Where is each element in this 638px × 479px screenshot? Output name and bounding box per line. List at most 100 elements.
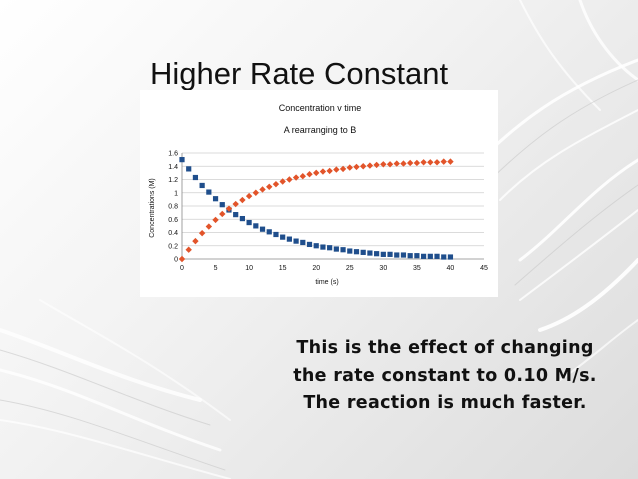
series-a-point [441, 254, 447, 260]
series-a-point [400, 252, 407, 258]
series-a-point [407, 253, 413, 259]
slide-title: Higher Rate Constant [150, 56, 449, 91]
chart-title: Concentration v time [279, 103, 362, 113]
x-tick-label: 30 [379, 265, 387, 272]
series-a-point [306, 241, 313, 248]
body-line: This is the effect of changing [296, 338, 594, 358]
series-b-point [346, 164, 353, 171]
series-b-point [373, 161, 380, 169]
series-a-point [374, 251, 380, 257]
series-a-point [421, 253, 427, 259]
series-b-point [279, 178, 286, 185]
series-a-point [206, 189, 212, 195]
series-a-point [233, 212, 239, 218]
series-b-point [406, 159, 414, 167]
series-b-point [225, 205, 233, 212]
series-b-point [380, 161, 387, 168]
series-b-point [232, 200, 239, 208]
series-a-point [333, 246, 339, 252]
y-tick-label: 1.2 [168, 177, 178, 184]
series-a-point [434, 253, 440, 259]
series-a-point [353, 249, 360, 255]
series-b-point [360, 163, 367, 170]
series-a-point [347, 248, 353, 254]
series-a-point [327, 245, 333, 251]
series-a-point [273, 231, 279, 238]
series-b-point [400, 160, 407, 167]
series-a-point [192, 174, 199, 181]
chart-container: Concentration v time A rearranging to B … [140, 90, 498, 297]
series-b-point [266, 183, 273, 190]
series-b-point [339, 165, 347, 173]
x-tick-label: 5 [214, 265, 218, 272]
series-b-point [366, 162, 374, 169]
series-b-point [313, 169, 320, 177]
x-tick-label: 10 [245, 265, 253, 272]
series-a-point [427, 253, 433, 259]
x-tick-label: 35 [413, 265, 421, 272]
series-a-point [360, 249, 366, 255]
series-b-point [306, 171, 313, 178]
series-b-point [252, 189, 260, 196]
series-a-point [387, 251, 393, 257]
body-line: The reaction is much faster. [303, 393, 587, 413]
series-b-point [272, 180, 280, 188]
series-b-point [326, 167, 333, 175]
series-a-point [367, 250, 373, 256]
series-a-point [394, 252, 400, 258]
x-tick-label: 40 [447, 265, 455, 272]
x-tick-label: 0 [180, 265, 184, 272]
series-b-point [333, 166, 340, 173]
series-a-point [380, 251, 386, 257]
slide-body: This is the effect of changing the rate … [275, 335, 615, 418]
series-b-point [212, 216, 219, 224]
series-a-point [259, 226, 266, 232]
series-a-point [447, 254, 454, 260]
series-b [178, 158, 454, 263]
series-a-point [340, 247, 346, 253]
series-b-point [353, 163, 360, 171]
y-tick-label: 1.4 [168, 164, 178, 171]
series-b-point [185, 246, 192, 253]
body-line: the rate constant to 0.10 M/s. [293, 365, 597, 386]
series-b-point [259, 186, 266, 193]
y-tick-labels: 0 0.2 0.4 0.6 0.8 1 1.2 1.4 1.6 [168, 151, 178, 264]
x-tick-label: 20 [312, 265, 320, 272]
x-tick-labels: 0 5 10 15 20 25 30 35 40 45 [180, 265, 488, 272]
series-b-point [219, 210, 226, 218]
series-a-point [293, 238, 299, 244]
series-a-point [199, 182, 205, 189]
series-a-point [266, 229, 272, 235]
y-tick-label: 0 [174, 257, 178, 264]
series-a-point [212, 196, 219, 202]
series-a-point [320, 244, 326, 250]
series-a-point [253, 223, 259, 229]
y-tick-label: 0.8 [168, 204, 178, 211]
series-b-point [386, 161, 394, 168]
series-a-point [179, 157, 185, 163]
series-b-point [198, 229, 206, 237]
y-tick-label: 0.4 [168, 230, 178, 237]
series-a-point [219, 202, 225, 208]
series-b-point [292, 174, 300, 181]
series-b-point [420, 159, 427, 166]
y-axis-label: Concentrations (M) [149, 178, 156, 238]
x-tick-label: 25 [346, 265, 354, 272]
series-a [179, 157, 454, 260]
series-b-point [440, 158, 447, 165]
y-tick-label: 0.2 [168, 243, 178, 250]
y-tick-label: 1 [174, 190, 178, 197]
series-b-point [245, 192, 253, 200]
series-b-point [393, 160, 400, 167]
y-tick-label: 1.6 [168, 151, 178, 158]
series-a-point [313, 243, 319, 249]
series-b-point [447, 158, 454, 165]
series-a-point [186, 166, 192, 172]
series-a-point [286, 236, 292, 242]
y-tick-label: 0.6 [168, 217, 178, 224]
series-a-point [239, 215, 245, 222]
series-b-point [319, 168, 327, 175]
series-a-point [246, 219, 252, 226]
chart-subtitle: A rearranging to B [284, 125, 357, 135]
series-b-point [239, 196, 246, 204]
